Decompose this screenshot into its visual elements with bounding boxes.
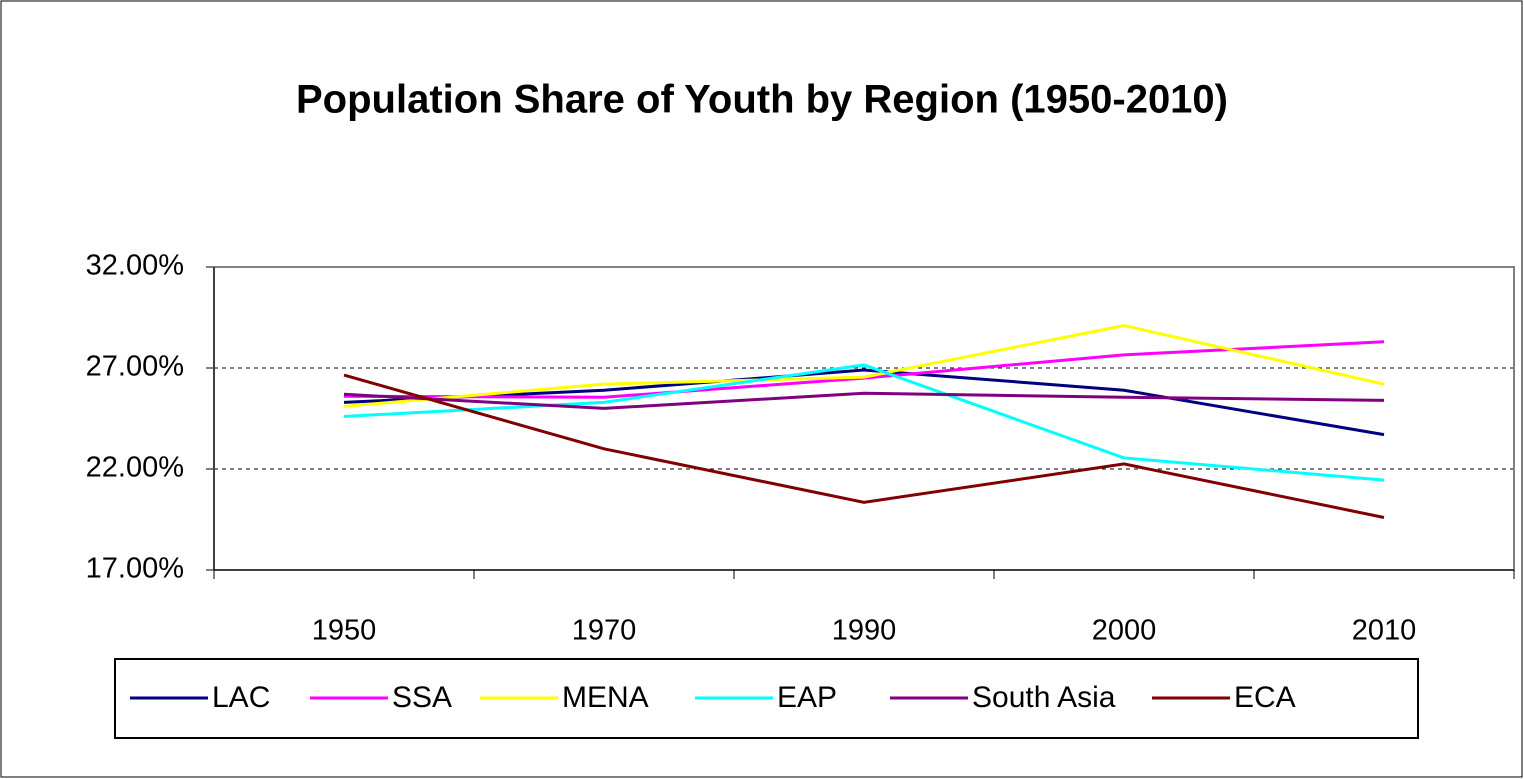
x-tick-label: 2000 xyxy=(1092,615,1157,647)
legend-label: SSA xyxy=(392,681,452,714)
series-line xyxy=(343,391,1385,410)
series-line xyxy=(343,368,1385,437)
legend-label: LAC xyxy=(212,681,270,714)
x-tick-label: 1970 xyxy=(572,615,637,647)
x-tick-label: 2010 xyxy=(1352,615,1417,647)
y-tick-label: 32.00% xyxy=(86,250,184,282)
series-line xyxy=(343,324,1385,408)
y-tick-label: 27.00% xyxy=(86,351,184,383)
y-tick-label: 17.00% xyxy=(86,553,184,585)
legend-label: South Asia xyxy=(972,681,1116,714)
legend-label: MENA xyxy=(562,681,649,714)
series-line xyxy=(343,373,1385,519)
x-tick-label: 1990 xyxy=(832,615,897,647)
chart-title: Population Share of Youth by Region (195… xyxy=(296,78,1228,122)
y-tick-label: 22.00% xyxy=(86,452,184,484)
x-tick-label: 1950 xyxy=(312,615,377,647)
legend-label: EAP xyxy=(777,681,837,714)
series-line xyxy=(343,363,1385,482)
legend-label: ECA xyxy=(1234,681,1296,714)
